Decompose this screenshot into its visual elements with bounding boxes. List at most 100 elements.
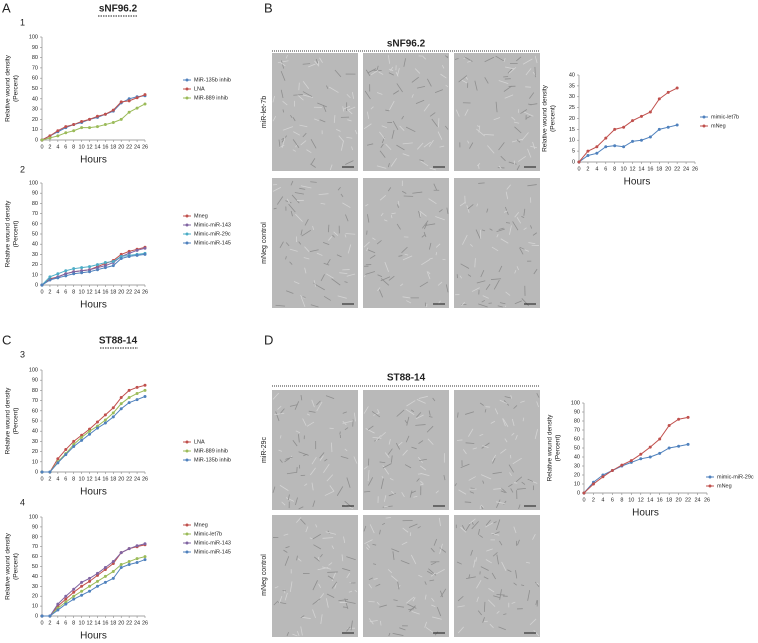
micrograph bbox=[272, 53, 358, 171]
cell-texture bbox=[388, 439, 391, 445]
x-tick-label: 12 bbox=[86, 476, 92, 482]
x-tick-label: 0 bbox=[40, 289, 43, 295]
cell-texture bbox=[467, 140, 470, 144]
cell-texture bbox=[402, 153, 410, 157]
cell-texture bbox=[316, 401, 323, 412]
data-point bbox=[591, 482, 595, 486]
data-point bbox=[40, 470, 44, 474]
cell-texture bbox=[363, 525, 367, 532]
y-tick-label: 30 bbox=[32, 252, 38, 258]
data-point bbox=[119, 402, 123, 406]
cell-texture bbox=[536, 600, 539, 607]
cell-texture bbox=[347, 106, 356, 111]
legend-marker bbox=[185, 440, 189, 444]
legend-marker bbox=[185, 87, 189, 91]
data-point bbox=[88, 589, 92, 593]
cell-texture bbox=[310, 163, 316, 168]
cell-texture bbox=[529, 618, 537, 626]
cell-texture bbox=[527, 184, 537, 187]
cell-texture bbox=[296, 517, 302, 523]
cell-texture bbox=[423, 141, 431, 148]
cell-texture bbox=[400, 560, 410, 565]
cell-texture bbox=[471, 521, 474, 525]
data-point bbox=[658, 451, 662, 455]
y-tick-label: 30 bbox=[32, 439, 38, 445]
cell-texture bbox=[401, 190, 407, 194]
cell-texture bbox=[460, 526, 467, 533]
cell-texture bbox=[513, 526, 517, 534]
x-tick-label: 20 bbox=[118, 144, 124, 150]
cell-texture bbox=[515, 570, 518, 579]
cell-texture bbox=[283, 533, 289, 536]
y-tick-label: 40 bbox=[574, 454, 580, 460]
cell-texture bbox=[439, 543, 443, 554]
cell-texture bbox=[343, 105, 350, 110]
cell-texture bbox=[482, 480, 485, 484]
cell-texture bbox=[476, 596, 479, 603]
row-label: miR-let-7b bbox=[261, 96, 268, 128]
x-tick-label: 6 bbox=[64, 289, 67, 295]
cell-texture bbox=[375, 583, 381, 587]
data-point bbox=[675, 86, 679, 90]
cell-texture bbox=[509, 472, 512, 477]
cell-texture bbox=[325, 531, 337, 535]
cell-texture bbox=[523, 111, 534, 117]
data-point bbox=[582, 491, 586, 495]
y-axis-unit: (Percent) bbox=[555, 435, 562, 462]
cell-texture bbox=[347, 244, 352, 254]
cell-texture bbox=[389, 478, 394, 481]
y-tick-label: 70 bbox=[32, 211, 38, 217]
cell-texture bbox=[340, 455, 349, 459]
cell-texture bbox=[427, 570, 434, 575]
legend-label: MiR-135b inhib bbox=[194, 77, 231, 83]
x-tick-label: 14 bbox=[647, 497, 653, 503]
cell-texture bbox=[512, 221, 519, 231]
x-tick-label: 0 bbox=[40, 620, 43, 626]
cell-texture bbox=[398, 255, 403, 257]
cell-texture bbox=[419, 159, 425, 162]
data-point bbox=[119, 563, 123, 567]
cell-texture bbox=[500, 490, 506, 494]
subpanel-number: 4 bbox=[20, 497, 25, 507]
cell-texture bbox=[517, 539, 520, 546]
x-tick-label: 12 bbox=[86, 620, 92, 626]
cell-texture bbox=[319, 455, 324, 461]
legend-marker bbox=[185, 523, 189, 527]
cell-texture bbox=[496, 610, 500, 614]
x-tick-label: 18 bbox=[110, 289, 116, 295]
cell-texture bbox=[411, 610, 420, 615]
data-point bbox=[56, 272, 60, 276]
x-tick-label: 26 bbox=[142, 620, 148, 626]
legend-label: Mneg bbox=[194, 522, 208, 528]
cell-texture bbox=[388, 275, 395, 281]
row-label: mNeg control bbox=[261, 222, 268, 264]
y-tick-label: 20 bbox=[569, 116, 575, 122]
cell-texture bbox=[331, 581, 338, 589]
cell-texture bbox=[431, 604, 436, 608]
cell-texture bbox=[426, 271, 431, 280]
x-axis-label: Hours bbox=[632, 508, 659, 519]
cell-texture bbox=[327, 575, 334, 580]
data-point bbox=[80, 126, 84, 130]
cell-texture bbox=[529, 92, 535, 99]
cell-texture bbox=[476, 128, 485, 137]
cell-texture bbox=[342, 420, 354, 424]
cell-texture bbox=[371, 411, 381, 418]
cell-texture bbox=[331, 278, 341, 286]
cell-texture bbox=[503, 210, 508, 213]
cell-texture bbox=[458, 489, 467, 495]
x-tick-label: 20 bbox=[118, 620, 124, 626]
data-point bbox=[111, 108, 115, 112]
cell-texture bbox=[290, 114, 293, 119]
panel-title: ST88-14 bbox=[99, 336, 138, 347]
cell-texture bbox=[473, 559, 476, 568]
cell-texture bbox=[404, 419, 408, 424]
cell-texture bbox=[481, 442, 490, 449]
series-line bbox=[583, 416, 689, 494]
cell-texture bbox=[480, 270, 485, 278]
x-tick-label: 24 bbox=[694, 497, 700, 503]
cell-texture bbox=[289, 261, 293, 265]
cell-texture bbox=[511, 418, 515, 427]
cell-texture bbox=[516, 139, 521, 143]
cell-texture bbox=[487, 599, 496, 607]
